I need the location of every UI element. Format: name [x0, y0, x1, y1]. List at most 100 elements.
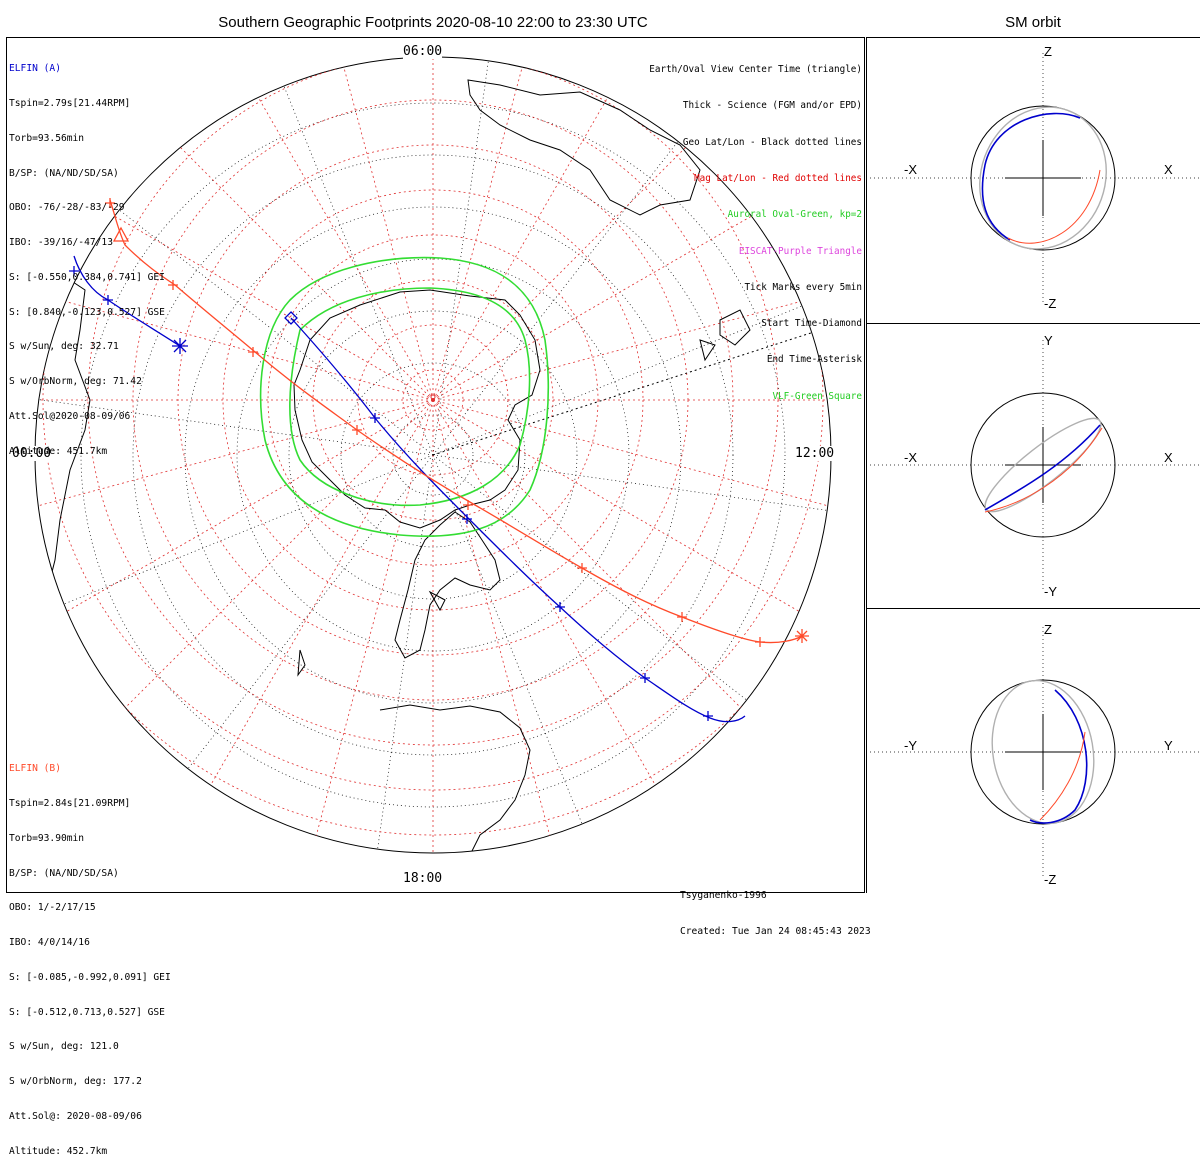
sm-earth-circle — [970, 105, 1116, 251]
mag-longitude-line — [432, 399, 831, 825]
sm-orbit-title: SM orbit — [1005, 14, 1061, 31]
mag-longitude-line — [432, 57, 589, 401]
time-label-00: 00:00 — [12, 446, 52, 461]
sm-orbit-elfin-a-gray — [991, 679, 1095, 825]
new-zealand-outline — [699, 309, 751, 362]
elfin-b-line: OBO: 1/-2/17/15 — [9, 902, 96, 914]
elfin-a-line: Tspin=2.79s[21.44RPM] — [9, 97, 131, 109]
sm-orbit-panels — [866, 53, 1200, 877]
elfin-b-line: S: [-0.512,0.713,0.527] GSE — [9, 1006, 165, 1018]
sm-orbit-elfin-b — [1039, 731, 1086, 821]
created-timestamp: Created: Tue Jan 24 08:45:43 2023 — [680, 926, 871, 937]
elfin-a-line: B/SP: (NA/ND/SD/SA) — [9, 167, 119, 179]
sm-orbit-elfin-a — [984, 424, 1101, 511]
antarctica-outline — [293, 289, 541, 529]
auroral-oval — [259, 256, 550, 537]
mag-longitude-line — [432, 399, 589, 853]
madagascar-outline — [297, 649, 306, 677]
elfin-a-line: S: [-0.550,0.384,0.741] GEI — [9, 271, 165, 283]
tierra-del-fuego-outline — [428, 590, 446, 612]
elfin-a-line: S w/Sun, deg: 32.71 — [9, 341, 119, 353]
legend-item: Geo Lat/Lon - Black dotted lines — [682, 136, 862, 148]
elfin-a-name: ELFIN (A) — [9, 63, 61, 75]
sm-xy-bottom-label: -Y — [1044, 584, 1057, 599]
west-coast-outline — [44, 279, 91, 601]
sm-xy-left-label: -X — [904, 450, 917, 465]
legend-item: Tick Marks every 5min — [744, 281, 862, 293]
elfin-a-line: Altitude: 451.7km — [9, 445, 108, 457]
geo-latitude-circle — [288, 310, 578, 600]
legend: Earth/Oval View Center Time (triangle) T… — [649, 40, 862, 415]
geo-longitude-line — [43, 454, 434, 613]
elfin-b-end-asterisk — [795, 629, 809, 643]
geo-latitude-circle — [184, 206, 682, 704]
sm-yz-bottom-label: -Z — [1044, 872, 1057, 887]
elfin-b-line: IBO: 4/0/14/16 — [9, 937, 90, 949]
elfin-a-info: ELFIN (A) Tspin=2.79s[21.44RPM] Torb=93.… — [9, 40, 165, 469]
sm-xz-left-label: -X — [904, 162, 917, 177]
sm-panel-separator — [866, 608, 1200, 609]
magnetic-pole-marker — [430, 394, 436, 400]
sm-orbit-elfin-b — [1007, 169, 1101, 244]
sm-earth-circle — [970, 392, 1116, 538]
legend-item: Start Time-Diamond — [761, 318, 862, 330]
sm-xy-top-label: Y — [1044, 333, 1053, 348]
legend-item: VLF-Green Square — [772, 390, 862, 402]
mag-longitude-line — [35, 57, 434, 401]
footer: Tsyganenko-1996 Created: Tue Jan 24 08:4… — [680, 866, 871, 950]
time-label-06: 06:00 — [403, 44, 443, 59]
continent-outlines — [44, 79, 821, 853]
legend-item: Thick - Science (FGM and/or EPD) — [682, 100, 862, 112]
geo-longitude-line — [275, 65, 434, 456]
elfin-a-line: S w/OrbNorm, deg: 71.42 — [9, 376, 142, 388]
time-label-12: 12:00 — [795, 446, 835, 461]
elfin-a-ticks — [69, 266, 713, 721]
elfin-a-end-asterisk — [172, 338, 188, 354]
sm-orbit-elfin-a — [981, 112, 1081, 241]
mag-longitude-line — [432, 399, 734, 853]
footprint-map-frame — [6, 37, 865, 893]
elfin-a-line: S: [0.840,-0.123,0.527] GSE — [9, 306, 165, 318]
mag-longitude-line — [432, 399, 831, 556]
geo-latitude-circle — [236, 258, 630, 652]
geo-longitude-line — [374, 454, 434, 853]
mag-longitude-line — [432, 57, 734, 401]
legend-item: Mag Lat/Lon - Red dotted lines — [694, 173, 862, 185]
elfin-b-info: ELFIN (B) Tspin=2.84s[21.09RPM] Torb=93.… — [9, 740, 171, 1169]
mag-longitude-line — [432, 399, 831, 701]
elfin-b-line: Att.Sol@: 2020-08-09/06 — [9, 1111, 142, 1122]
auroral-oval-inner — [289, 287, 531, 507]
elfin-a-line: Torb=93.56min — [9, 132, 85, 144]
legend-item: EISCAT-Purple Triangle — [738, 245, 862, 257]
elfin-b-line: S: [-0.085,-0.992,0.091] GEI — [9, 971, 171, 983]
map-grid — [35, 57, 831, 853]
sm-orbit-elfin-b — [984, 427, 1103, 513]
mag-longitude-line — [432, 57, 831, 401]
elfin-b-line: B/SP: (NA/ND/SD/SA) — [9, 867, 119, 879]
elfin-b-name: ELFIN (B) — [9, 763, 61, 775]
elfin-a-line: Att.Sol@2020-08-09/06 — [9, 411, 131, 422]
mag-longitude-line — [35, 399, 434, 556]
elfin-b-line: Altitude: 452.7km — [9, 1145, 108, 1157]
southern-africa-outline — [379, 704, 531, 853]
elfin-a-footprint — [69, 255, 746, 723]
footprint-map — [34, 53, 1200, 877]
auroral-oval-outer — [259, 256, 550, 537]
elfin-b-line: Tspin=2.84s[21.09RPM] — [9, 797, 131, 809]
sm-xz-bottom-label: -Z — [1044, 296, 1057, 311]
sm-orbit-elfin-a-gray — [979, 106, 1107, 250]
mag-longitude-line — [432, 99, 831, 401]
elfin-a-line: OBO: -76/-28/-83/-29 — [9, 202, 125, 214]
south-america-outline — [394, 511, 501, 659]
plot-title: Southern Geographic Footprints 2020-08-1… — [218, 14, 648, 31]
elfin-b-line: S w/OrbNorm, deg: 177.2 — [9, 1076, 142, 1088]
sm-xz-top-label: Z — [1044, 44, 1052, 59]
time-label-18: 18:00 — [403, 871, 443, 886]
elfin-b-line: S w/Sun, deg: 121.0 — [9, 1041, 119, 1053]
elfin-a-line: IBO: -39/16/-47/13 — [9, 237, 113, 249]
model-label: Tsyganenko-1996 — [680, 890, 767, 901]
legend-item: Auroral Oval-Green, kp=2 — [727, 209, 862, 221]
sm-yz-left-label: -Y — [904, 738, 917, 753]
elfin-b-track — [109, 199, 803, 644]
elfin-b-view-triangle — [112, 226, 130, 242]
